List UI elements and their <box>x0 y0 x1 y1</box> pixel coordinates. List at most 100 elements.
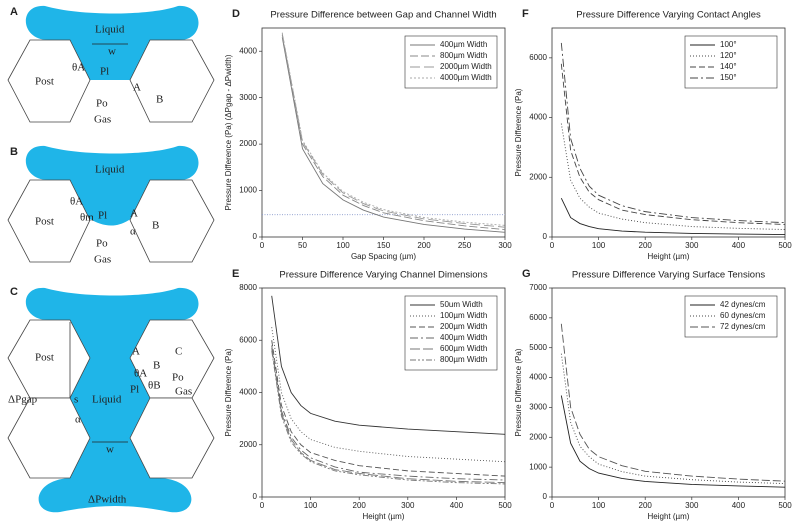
y-tick-label: 5000 <box>529 343 547 352</box>
diagram-c: C Post A B C θA θB Po Pl Gas Liquid ΔPga… <box>7 286 215 513</box>
legend-label: 42 dynes/cm <box>720 300 766 309</box>
x-tick-label: 500 <box>778 241 792 250</box>
x-tick-label: 100 <box>304 501 318 510</box>
x-tick-label: 0 <box>550 501 555 510</box>
label: θA <box>134 368 147 380</box>
legend-label: 600µm Width <box>440 344 487 353</box>
x-axis-label: Gap Spacing (µm) <box>351 252 416 261</box>
x-tick-label: 300 <box>498 241 512 250</box>
panel-letter: F <box>522 8 529 20</box>
chart: D Pressure Difference between Gap and Cha… <box>224 8 512 261</box>
legend-label: 100µm Width <box>440 311 487 320</box>
y-tick-label: 4000 <box>529 113 547 122</box>
y-tick-label: 7000 <box>529 283 547 292</box>
plot-frame <box>551 287 786 498</box>
y-tick-label: 2000 <box>529 432 547 441</box>
label: θA <box>70 196 83 208</box>
diagram-a: A Liquid w θA Pl Post A B Po Gas <box>7 6 215 126</box>
label: Liquid <box>92 394 122 406</box>
legend-label: 400µm Width <box>440 333 487 342</box>
panel-letter: E <box>232 268 239 280</box>
x-axis-label: Height (µm) <box>648 512 690 521</box>
y-tick-label: 1000 <box>239 186 257 195</box>
x-tick-label: 0 <box>260 241 265 250</box>
panel-letter: C <box>10 286 18 298</box>
post <box>7 39 91 123</box>
label: Post <box>35 352 54 364</box>
series-line <box>271 350 506 485</box>
label: A <box>132 346 140 358</box>
y-tick-label: 0 <box>253 232 258 241</box>
y-tick-label: 4000 <box>529 373 547 382</box>
series-line <box>560 63 786 225</box>
chart-title: Pressure Difference Varying Contact Angl… <box>576 10 761 21</box>
legend-label: 2000µm Width <box>440 62 492 71</box>
series-line <box>560 395 786 488</box>
panel-letter: D <box>232 8 240 20</box>
liquid <box>25 145 199 226</box>
label: Pl <box>100 66 109 78</box>
legend-label: 150° <box>720 73 737 82</box>
series-line <box>560 323 786 482</box>
y-tick-label: 3000 <box>529 403 547 412</box>
label: B <box>156 94 163 106</box>
legend-label: 140° <box>720 62 737 71</box>
y-tick-label: 6000 <box>239 335 257 344</box>
chart: E Pressure Difference Varying Channel Dim… <box>224 268 512 521</box>
label: Gas <box>94 254 111 266</box>
chart-title: Pressure Difference Varying Channel Dime… <box>279 270 487 281</box>
post <box>7 397 91 479</box>
x-axis-label: Height (µm) <box>648 252 690 261</box>
series-line <box>281 37 506 233</box>
label: Pl <box>98 210 107 222</box>
label: Gas <box>175 386 192 398</box>
legend-label: 800µm Width <box>440 355 487 364</box>
label: Post <box>35 216 54 228</box>
chart-title: Pressure Difference Varying Surface Tens… <box>572 270 766 281</box>
legend-label: 4000µm Width <box>440 73 492 82</box>
y-tick-label: 0 <box>543 492 548 501</box>
label: Pl <box>130 384 139 396</box>
y-axis-label: Pressure Difference (Pa) <box>224 348 233 436</box>
x-tick-label: 200 <box>639 241 653 250</box>
plot-frame <box>551 27 786 238</box>
y-tick-label: 8000 <box>239 283 257 292</box>
label: s <box>74 394 78 406</box>
series-line <box>271 295 506 435</box>
legend-label: 72 dynes/cm <box>720 322 766 331</box>
y-axis-label: Pressure Difference (Pa) <box>514 88 523 176</box>
legend-label: 60 dynes/cm <box>720 311 766 320</box>
y-tick-label: 4000 <box>239 388 257 397</box>
x-tick-label: 300 <box>685 501 699 510</box>
label: Liquid <box>95 164 125 176</box>
diagram-b: B Liquid θA θm Pl Post A α B Po Gas <box>7 145 215 266</box>
series-line <box>271 348 506 484</box>
post <box>7 179 91 263</box>
x-tick-label: 100 <box>336 241 350 250</box>
label: w <box>108 46 116 58</box>
label: Post <box>35 76 54 88</box>
legend-label: 100° <box>720 40 737 49</box>
chart: F Pressure Difference Varying Contact Ang… <box>514 8 792 261</box>
label: ΔPgap <box>8 394 38 406</box>
legend-box <box>684 295 778 338</box>
y-tick-label: 0 <box>253 492 258 501</box>
label: Po <box>96 98 108 110</box>
y-tick-label: 2000 <box>239 139 257 148</box>
post <box>129 39 215 123</box>
liquid <box>25 287 199 513</box>
legend-box <box>404 295 498 371</box>
label: B <box>153 360 160 372</box>
post <box>129 179 215 263</box>
label: θB <box>148 380 161 392</box>
x-tick-label: 100 <box>592 241 606 250</box>
x-tick-label: 0 <box>550 241 555 250</box>
panel-letter: B <box>10 146 18 158</box>
series-line <box>281 33 506 228</box>
x-tick-label: 400 <box>732 241 746 250</box>
legend-label: 400µm Width <box>440 40 487 49</box>
x-tick-label: 250 <box>458 241 472 250</box>
series-line <box>281 32 506 226</box>
label: Liquid <box>95 24 125 36</box>
